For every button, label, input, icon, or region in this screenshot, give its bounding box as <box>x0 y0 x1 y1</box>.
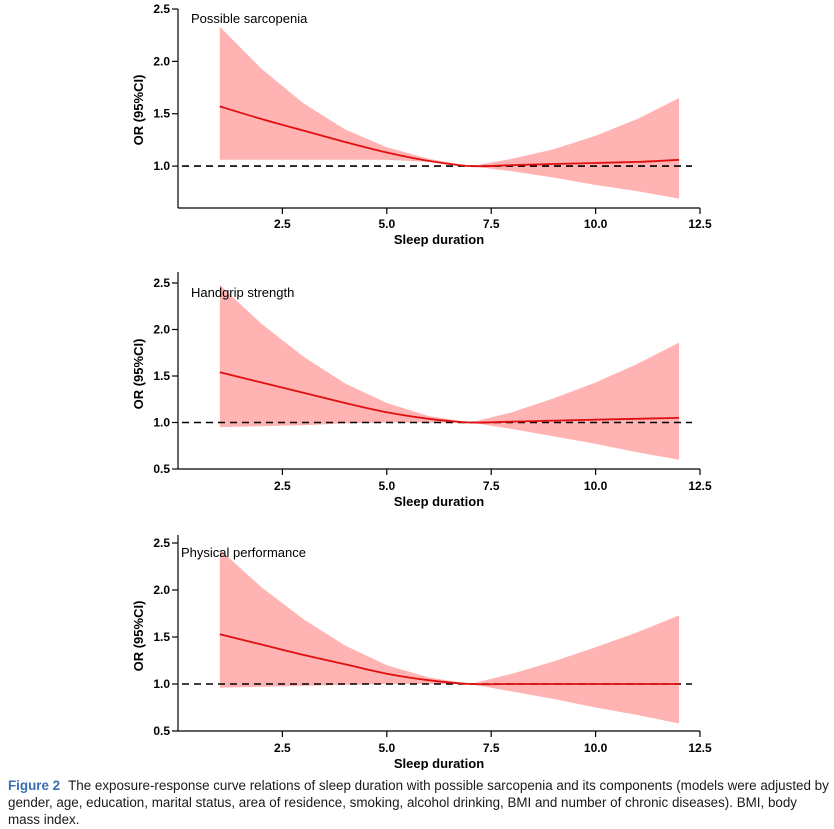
y-tick-label: 1.5 <box>153 107 170 121</box>
x-axis-label: Sleep duration <box>394 756 484 770</box>
x-axis-label: Sleep duration <box>394 232 484 247</box>
x-tick-label: 12.5 <box>688 741 712 755</box>
chart-panel-2: 0.5 1.0 1.5 2.0 2.5 2.5 5.0 7.5 10.0 12.5 Sleep du… <box>131 272 712 509</box>
y-tick-label: 1.0 <box>153 677 170 691</box>
y-tick-label: 1.0 <box>153 416 170 430</box>
x-tick-label: 7.5 <box>483 741 500 755</box>
x-tick-label: 10.0 <box>584 479 608 493</box>
chart-panel-3: 0.5 1.0 1.5 2.0 2.5 2.5 5.0 7.5 10.0 12.5 Sleep du… <box>131 535 712 770</box>
y-tick-label: 1.5 <box>153 630 170 644</box>
y-axis-label: OR (95%CI) <box>131 601 146 672</box>
figure-charts: 1.0 1.5 2.0 2.5 2.5 5.0 7.5 10.0 12.5 Sleep durat… <box>131 2 712 770</box>
ci-band <box>219 26 680 199</box>
y-tick-label: 2.0 <box>153 583 170 597</box>
y-tick-label: 2.5 <box>153 536 170 550</box>
x-tick-label: 12.5 <box>688 479 712 493</box>
y-tick-label: 0.5 <box>153 462 170 476</box>
y-tick-label: 2.5 <box>153 276 170 290</box>
y-tick-label: 2.0 <box>153 54 170 68</box>
caption-label: Figure 2 <box>8 778 61 793</box>
y-axis-label: OR (95%CI) <box>131 75 146 146</box>
x-tick-label: 12.5 <box>688 217 712 231</box>
x-tick-label: 10.0 <box>584 741 608 755</box>
y-tick-label: 1.5 <box>153 369 170 383</box>
x-tick-label: 7.5 <box>483 479 500 493</box>
ci-band <box>219 284 680 460</box>
x-tick-label: 2.5 <box>274 741 291 755</box>
y-tick-label: 2.0 <box>153 323 170 337</box>
panel-title: Possible sarcopenia <box>191 11 308 26</box>
x-tick-label: 10.0 <box>584 217 608 231</box>
x-axis-label: Sleep duration <box>394 494 484 509</box>
y-tick-label: 1.0 <box>153 159 170 173</box>
y-axis-label: OR (95%CI) <box>131 339 146 410</box>
x-tick-label: 5.0 <box>378 217 395 231</box>
chart-panel-1: 1.0 1.5 2.0 2.5 2.5 5.0 7.5 10.0 12.5 Sleep durat… <box>131 2 712 247</box>
x-tick-label: 5.0 <box>378 741 395 755</box>
figure-caption: Figure 2 The exposure-response curve rela… <box>8 777 830 828</box>
or-curve <box>219 105 680 168</box>
or-curve <box>219 371 680 424</box>
panel-title: Physical performance <box>181 545 306 560</box>
x-tick-label: 2.5 <box>274 479 291 493</box>
or-curve <box>219 633 680 686</box>
x-tick-label: 5.0 <box>378 479 395 493</box>
x-tick-label: 7.5 <box>483 217 500 231</box>
panel-title: Handgrip strength <box>191 285 294 300</box>
caption-text: The exposure-response curve relations of… <box>8 778 829 827</box>
x-tick-label: 2.5 <box>274 217 291 231</box>
y-tick-label: 2.5 <box>153 2 170 16</box>
ci-band <box>219 549 680 724</box>
y-tick-label: 0.5 <box>153 724 170 738</box>
